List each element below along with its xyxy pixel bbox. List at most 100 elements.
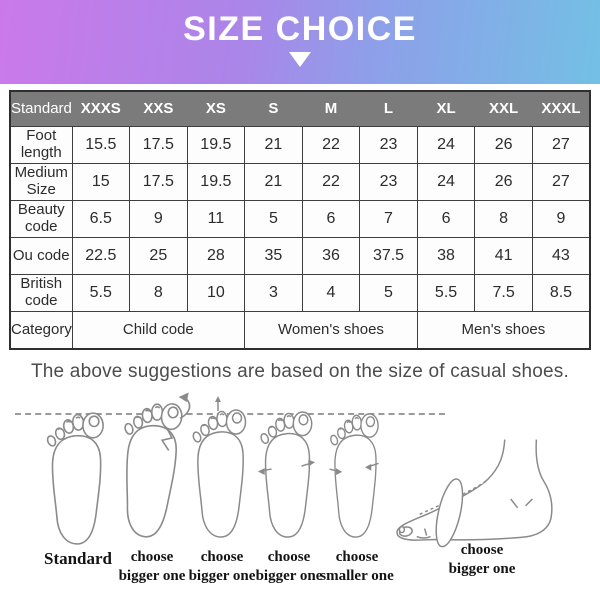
table-cell: 17.5: [129, 126, 188, 164]
table-cell: 6: [301, 200, 361, 238]
table-cell: 15.5: [71, 126, 131, 164]
table-cell: 3: [244, 274, 303, 312]
column-header: XL: [416, 90, 476, 127]
foot-label: choose bigger one: [448, 542, 516, 577]
foot-standard-figure: [42, 410, 110, 546]
table-header-row: Standard XXXS XXS XS S M L XL XXL XXXL: [9, 90, 591, 127]
table-cell: 8.5: [531, 274, 591, 312]
category-row: Category Child code Women's shoes Men's …: [9, 311, 591, 350]
foot-narrow-figure: [326, 411, 384, 539]
table-cell: 6.5: [71, 200, 131, 238]
bunion-mark-icon: [160, 428, 174, 451]
row-label: Foot length: [9, 126, 73, 164]
table-cell: 36: [301, 237, 361, 275]
category-cell: Men's shoes: [416, 311, 591, 350]
category-cell: Child code: [71, 311, 246, 350]
table-row: Beauty code 6.5 9 11 5 6 7 6 8 9: [9, 200, 591, 238]
table-cell: 26: [474, 126, 533, 164]
table-cell: 22: [301, 126, 361, 164]
row-label: Category: [9, 311, 73, 350]
table-cell: 7: [359, 200, 418, 238]
table-row: Foot length 15.5 17.5 19.5 21 22 23 24 2…: [9, 126, 591, 164]
foot-label: choose bigger one: [255, 549, 323, 584]
foot-label: choose bigger one: [118, 549, 186, 584]
table-cell: 23: [359, 163, 418, 201]
chevron-down-icon: [289, 52, 311, 67]
arrowhead-icon: [215, 396, 221, 402]
column-header: XS: [186, 90, 246, 127]
table-cell: 5.5: [71, 274, 131, 312]
arrowhead-icon: [178, 392, 189, 402]
table-cell: 24: [416, 126, 476, 164]
row-label: Medium Size: [9, 163, 73, 201]
table-cell: 21: [244, 126, 303, 164]
note-text: The above suggestions are based on the s…: [30, 361, 569, 382]
table-cell: 37.5: [359, 237, 418, 275]
row-label: Beauty code: [9, 200, 73, 238]
table-cell: 27: [531, 126, 591, 164]
table-cell: 9: [531, 200, 591, 238]
column-header: XXS: [129, 90, 188, 127]
foot-top-view-icon: [328, 413, 379, 538]
arrowhead-icon: [364, 463, 372, 471]
table-cell: 19.5: [186, 126, 246, 164]
foot-label: choose bigger one: [188, 549, 256, 584]
foot-touch-line-figure: [188, 396, 252, 539]
column-header: XXL: [474, 90, 533, 127]
table-cell: 15: [71, 163, 131, 201]
foot-top-view-icon: [257, 411, 316, 538]
table-row: British code 5.5 8 10 3 4 5 5.5 7.5 8.5: [9, 274, 591, 312]
table-row: Ou code 22.5 25 28 35 36 37.5 38 41 43: [9, 237, 591, 275]
table-cell: 8: [474, 200, 533, 238]
foot-side-view-icon: [396, 438, 553, 550]
foot-label: choose smaller one: [320, 549, 394, 584]
table-cell: 10: [186, 274, 246, 312]
table-cell: 11: [186, 200, 246, 238]
table-cell: 28: [186, 237, 246, 275]
table-cell: 23: [359, 126, 418, 164]
table-cell: 27: [531, 163, 591, 201]
foot-wide-figure: [256, 409, 318, 539]
table-cell: 35: [244, 237, 303, 275]
table-cell: 5: [244, 200, 303, 238]
row-label: Ou code: [9, 237, 73, 275]
table-cell: 5: [359, 274, 418, 312]
table-cell: 25: [129, 237, 188, 275]
arrowhead-icon: [335, 468, 343, 475]
arrowhead-icon: [257, 468, 265, 475]
category-cell: Women's shoes: [244, 311, 418, 350]
size-table: Standard XXXS XXS XS S M L XL XXL XXXL F…: [9, 90, 591, 350]
table-cell: 7.5: [474, 274, 533, 312]
foot-side-view-figure: [393, 437, 571, 550]
table-cell: 21: [244, 163, 303, 201]
column-header: XXXS: [71, 90, 131, 127]
foot-top-view-icon: [45, 412, 104, 545]
table-cell: 6: [416, 200, 476, 238]
column-header: S: [244, 90, 303, 127]
table-cell: 4: [301, 274, 361, 312]
foot-top-view-icon: [113, 392, 191, 540]
table-cell: 22: [301, 163, 361, 201]
table-cell: 8: [129, 274, 188, 312]
header-banner: SIZE CHOICE: [0, 0, 600, 84]
table-row: Medium Size 15 17.5 19.5 21 22 23 24 26 …: [9, 163, 591, 201]
row-label: British code: [9, 274, 73, 312]
table-cell: 43: [531, 237, 591, 275]
table-cell: 5.5: [416, 274, 476, 312]
column-header: Standard: [9, 90, 73, 127]
arrowhead-icon: [308, 459, 316, 467]
table-cell: 24: [416, 163, 476, 201]
table-cell: 38: [416, 237, 476, 275]
table-cell: 17.5: [129, 163, 188, 201]
column-header: M: [301, 90, 361, 127]
fit-guide: Standard choose bigger one choose bigger o…: [0, 385, 600, 600]
foot-toe-over-line-figure: [110, 392, 191, 541]
foot-top-view-icon: [191, 396, 247, 538]
column-header: L: [359, 90, 418, 127]
table-cell: 9: [129, 200, 188, 238]
table-cell: 26: [474, 163, 533, 201]
page-title: SIZE CHOICE: [183, 10, 417, 48]
table-cell: 22.5: [71, 237, 131, 275]
foot-label-standard: Standard: [43, 549, 113, 568]
table-cell: 41: [474, 237, 533, 275]
